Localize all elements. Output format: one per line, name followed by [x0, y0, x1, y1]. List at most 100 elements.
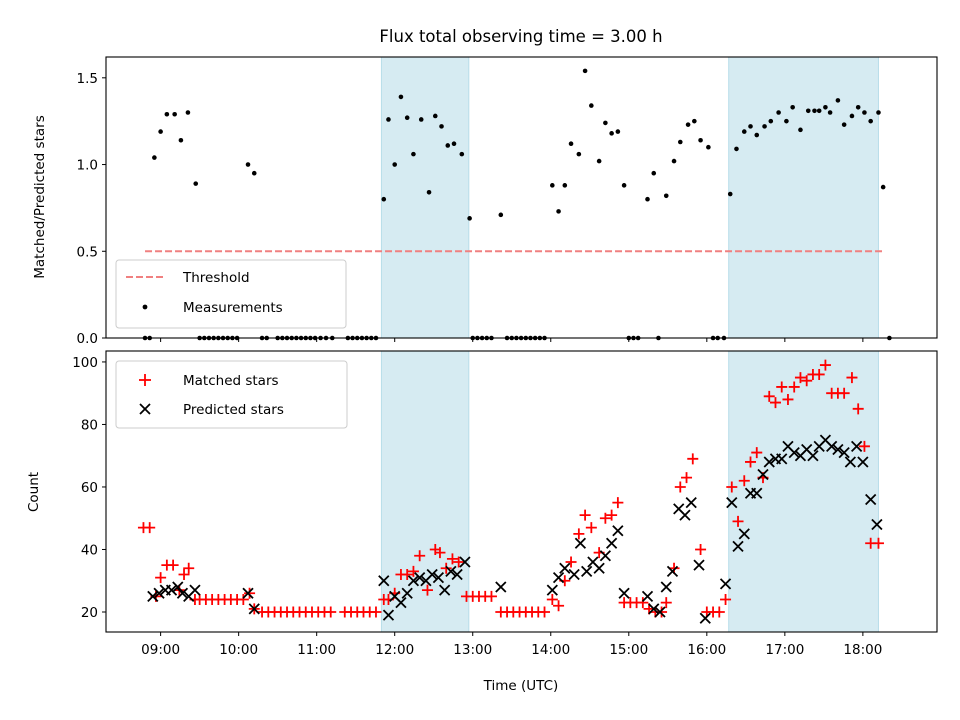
measurements-point-2: [152, 155, 157, 160]
matched-stars-point-47: [434, 547, 446, 559]
matched-stars-point-115: [872, 537, 884, 549]
bot-shaded-interval-1: [728, 350, 879, 633]
measurements-point-60: [498, 212, 504, 218]
matched-stars-point-48: [440, 562, 452, 574]
measurements-point-106: [784, 118, 789, 124]
matched-stars-point-69: [579, 509, 591, 521]
predicted-stars-point-7: [189, 584, 201, 596]
matched-stars-point-74: [612, 497, 624, 509]
predicted-stars-point-11: [382, 609, 395, 621]
predicted-stars-point-28: [568, 568, 580, 581]
measurements-point-118: [862, 110, 867, 115]
legend-predicted-swatch: [139, 403, 151, 415]
predicted-stars-point-18: [426, 568, 438, 581]
bottom-y-axis-label: Count: [26, 472, 42, 512]
matched-stars-point-37: [370, 606, 382, 618]
measurements-point-72: [562, 183, 568, 188]
top-ytick-label-1: 0.5: [77, 244, 98, 260]
measurements-point-80: [615, 129, 621, 134]
predicted-stars-point-36: [618, 587, 630, 599]
matched-stars-point-101: [782, 393, 794, 405]
predicted-stars-point-53: [757, 468, 769, 481]
measurements-point-101: [748, 124, 753, 129]
predicted-stars-point-5: [176, 587, 189, 599]
legend-measurements-label: Measurements: [183, 300, 283, 316]
matched-stars-point-5: [167, 559, 179, 571]
measurements-point-105: [776, 110, 781, 115]
predicted-stars-point-71: [871, 518, 883, 531]
predicted-stars-point-22: [451, 568, 463, 581]
matched-stars-point-65: [553, 600, 565, 612]
measurements-point-110: [812, 108, 817, 114]
measurements-point-48: [426, 189, 432, 195]
predicted-stars-point-40: [660, 581, 672, 593]
matched-stars-point-72: [599, 512, 611, 524]
measurements-point-78: [603, 120, 608, 126]
bot-ytick-label-3: 80: [81, 417, 98, 433]
measurements-point-91: [685, 122, 691, 127]
predicted-stars-point-8: [242, 587, 254, 599]
predicted-stars-point-68: [850, 440, 863, 452]
predicted-stars-point-70: [865, 493, 877, 506]
predicted-stars-point-14: [401, 587, 413, 599]
measurements-point-46: [411, 151, 416, 157]
matched-stars-point-42: [401, 568, 413, 580]
matched-stars-point-8: [183, 562, 195, 574]
measurements-point-52: [451, 141, 457, 147]
predicted-stars-point-65: [832, 443, 844, 456]
measurements-point-86: [651, 170, 657, 176]
matched-stars-point-93: [732, 515, 744, 527]
matched-stars-point-18: [244, 587, 256, 599]
legend-matched-swatch: [139, 374, 151, 386]
predicted-stars-point-15: [407, 575, 420, 587]
predicted-stars-point-33: [599, 550, 612, 562]
matched-stars-point-110: [838, 387, 850, 399]
predicted-stars-point-13: [395, 596, 407, 609]
matched-stars-point-91: [720, 593, 732, 605]
predicted-stars-point-29: [574, 537, 587, 549]
measurements-point-18: [245, 162, 251, 167]
bot-ytick-label-4: 100: [72, 355, 98, 371]
predicted-stars-point-44: [685, 496, 697, 509]
xtick-label-5: 14:00: [531, 642, 570, 658]
xtick-label-6: 15:00: [609, 642, 648, 658]
predicted-stars-point-32: [593, 562, 605, 574]
predicted-stars-point-45: [693, 559, 705, 571]
measurements-point-81: [621, 183, 627, 188]
top-legend: Threshold Measurements: [115, 259, 347, 329]
bot-ytick-label-0: 20: [81, 605, 98, 621]
measurements-point-90: [677, 139, 683, 145]
measurements-point-99: [734, 146, 739, 152]
matched-stars-point-17: [237, 593, 249, 605]
matched-stars-point-70: [585, 522, 597, 534]
measurements-point-94: [706, 144, 711, 150]
top-ytick-label-3: 1.5: [77, 71, 98, 87]
matched-stars-point-73: [606, 509, 618, 521]
measurements-point-79: [609, 131, 614, 136]
matched-stars-point-113: [858, 440, 870, 452]
predicted-stars-point-10: [378, 575, 390, 587]
predicted-stars-point-30: [581, 565, 593, 577]
top-ytick-label-0: 0.0: [77, 331, 98, 347]
xtick-label-3: 12:00: [375, 642, 414, 658]
measurements-point-92: [692, 118, 697, 124]
top-plot-frame: [105, 56, 938, 339]
predicted-stars-point-41: [666, 565, 679, 577]
matched-stars-point-100: [776, 381, 788, 393]
top-y-axis-label: Matched/Predicted stars: [32, 115, 48, 278]
predicted-stars-point-20: [439, 584, 451, 596]
predicted-stars-point-58: [788, 446, 800, 459]
matched-stars-point-102: [788, 381, 800, 393]
measurements-point-93: [698, 137, 703, 143]
measurements-point-117: [855, 105, 861, 110]
matched-stars-point-98: [763, 390, 775, 402]
matched-stars-point-68: [573, 528, 585, 540]
predicted-stars-point-39: [654, 606, 666, 618]
measurements-point-88: [663, 193, 669, 199]
x-axis-label: Time (UTC): [483, 678, 559, 694]
measurements-point-104: [768, 118, 774, 124]
measurements-point-109: [805, 108, 811, 114]
matched-stars-point-1: [144, 522, 156, 534]
measurements-point-121: [880, 184, 886, 190]
matched-stars-point-45: [421, 584, 433, 596]
